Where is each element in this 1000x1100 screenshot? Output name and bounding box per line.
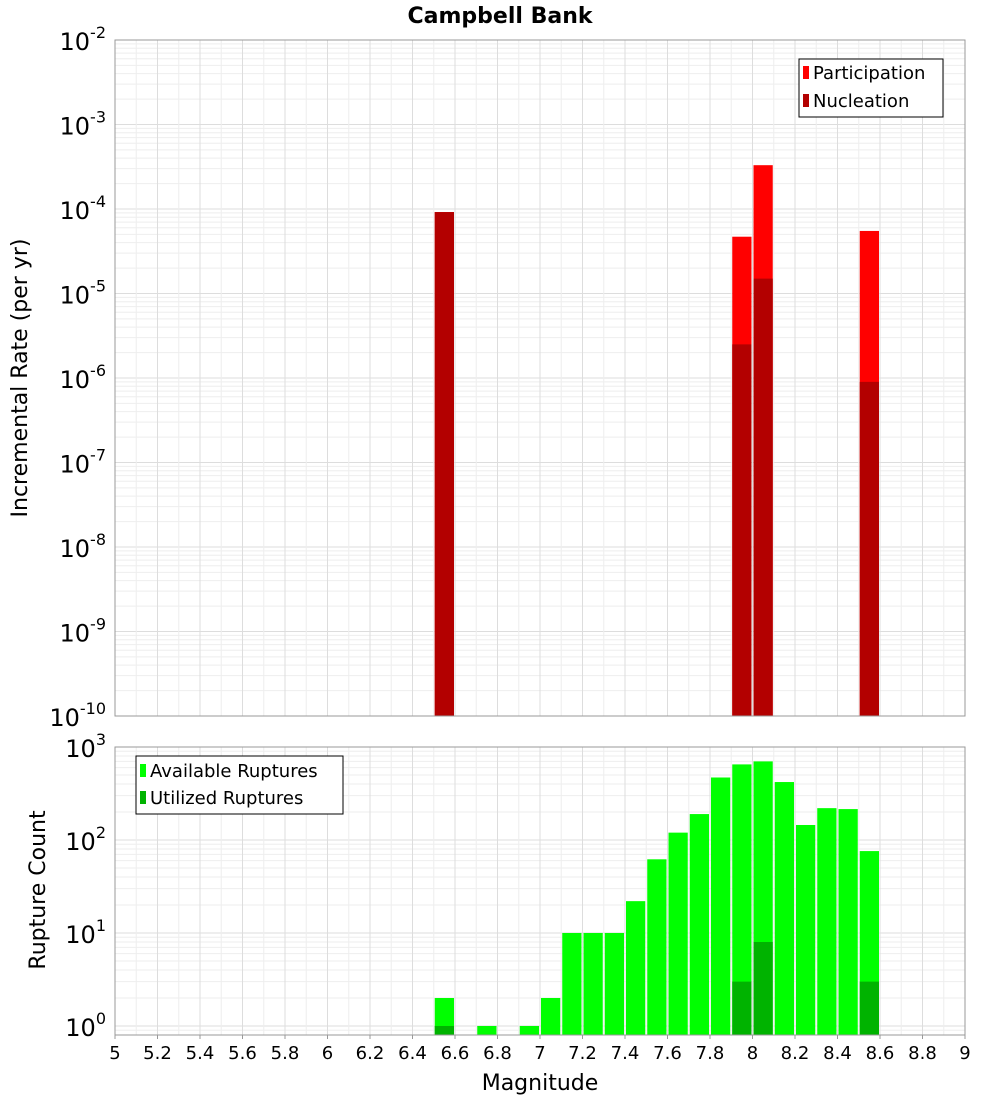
bottom-bar-series-a: [732, 764, 752, 1035]
x-tick-label: 7.4: [611, 1043, 640, 1064]
bottom-bar-series-a: [774, 782, 794, 1035]
bottom-y-tick-label: 102: [65, 823, 106, 856]
x-tick-label: 8.6: [866, 1043, 895, 1064]
bottom-y-axis-label: Rupture Count: [26, 810, 51, 970]
x-tick-label: 7.6: [653, 1043, 682, 1064]
x-tick-label: 8: [747, 1043, 758, 1064]
top-y-tick-label: 10-8: [60, 530, 107, 563]
top-bar-series-b: [753, 278, 773, 716]
bottom-bar-series-a: [626, 901, 646, 1035]
bottom-bar-series-a: [477, 1025, 497, 1035]
top-bar-series-b: [732, 344, 752, 716]
bottom-bar-series-a: [519, 1025, 539, 1035]
top-y-tick-label: 10-3: [60, 108, 107, 141]
x-axis-label: Magnitude: [482, 1071, 599, 1096]
bottom-y-tick-label: 101: [65, 916, 106, 949]
bottom-bar-series-a: [434, 997, 454, 1035]
rupture-count-panel: 100 101 102 103 5 5.2 5.4 5.6 5.8 6 6.2 6.4 6.6 6.8 7 7…: [65, 730, 970, 1064]
x-tick-label: 6.8: [483, 1043, 512, 1064]
legend-nucleation-label: Nucleation: [813, 91, 909, 112]
x-tick-label: 6.6: [441, 1043, 470, 1064]
bottom-bar-series-a: [711, 777, 731, 1035]
top-bar-series-b: [434, 212, 454, 716]
top-y-tick-label: 10-4: [60, 192, 107, 225]
bottom-bar-series-a: [689, 814, 709, 1035]
bottom-bar-series-a: [668, 832, 688, 1035]
bottom-bar-series-b: [434, 1025, 454, 1035]
x-tick-label: 8.2: [781, 1043, 810, 1064]
legend-top-box: [798, 58, 944, 118]
top-y-tick-label: 10-9: [60, 615, 107, 648]
x-tick-label: 5.4: [186, 1043, 215, 1064]
bottom-bar-series-a: [583, 932, 603, 1035]
top-bar-series-b: [859, 381, 879, 716]
x-tick-label: 6: [322, 1043, 333, 1064]
x-tick-label: 5.6: [228, 1043, 257, 1064]
bottom-y-tick-label: 100: [65, 1009, 106, 1042]
bottom-y-tick-label: 103: [65, 730, 106, 763]
x-tick-label: 6.2: [356, 1043, 385, 1064]
top-plot-frame: [114, 39, 966, 717]
bottom-bar-series-a: [562, 932, 582, 1035]
bottom-bar-series-b: [859, 981, 879, 1035]
x-tick-label: 7: [534, 1043, 545, 1064]
x-tick-label: 8.4: [823, 1043, 852, 1064]
legend-nucleation-swatch: [803, 94, 809, 107]
bottom-bar-series-b: [732, 981, 752, 1035]
legend-participation-label: Participation: [813, 63, 925, 84]
x-tick-label: 5: [109, 1043, 120, 1064]
legend-utilized-swatch: [140, 791, 146, 804]
legend-bottom-box: [135, 755, 344, 815]
bottom-bar-series-a: [796, 824, 816, 1035]
top-y-tick-label: 10-7: [60, 446, 107, 479]
bottom-bar-series-a: [604, 932, 624, 1035]
x-tick-label: 9: [959, 1043, 970, 1064]
bottom-bar-series-a: [817, 808, 837, 1035]
top-y-tick-label: 10-2: [60, 23, 107, 56]
bottom-bar-series-b: [753, 942, 773, 1035]
top-y-tick-label: 10-6: [60, 361, 107, 394]
chart-title: Campbell Bank: [408, 4, 594, 29]
legend-available-label: Available Ruptures: [150, 761, 318, 782]
top-y-axis-label: Incremental Rate (per yr): [8, 239, 33, 518]
bottom-bar-series-a: [541, 997, 561, 1035]
legend-bottom: Available Ruptures Utilized Ruptures: [135, 755, 344, 815]
bottom-bar-series-a: [838, 809, 858, 1035]
x-tick-label: 8.8: [908, 1043, 937, 1064]
incremental-rate-panel: 10-10 10-9 10-8 10-7 10-6 10-5 10-4 10-3 10-2: [49, 23, 966, 732]
legend-utilized-label: Utilized Ruptures: [150, 788, 303, 809]
legend-top: Participation Nucleation: [798, 58, 944, 118]
x-tick-label: 5.2: [143, 1043, 172, 1064]
x-tick-label: 5.8: [271, 1043, 300, 1064]
x-tick-label: 7.8: [696, 1043, 725, 1064]
legend-participation-swatch: [803, 66, 809, 79]
top-y-tick-label: 10-5: [60, 277, 107, 310]
legend-available-swatch: [140, 764, 146, 777]
top-y-tick-label: 10-10: [49, 699, 106, 732]
x-tick-label: 6.4: [398, 1043, 427, 1064]
x-tick-label: 7.2: [568, 1043, 597, 1064]
bottom-bar-series-a: [647, 859, 667, 1035]
